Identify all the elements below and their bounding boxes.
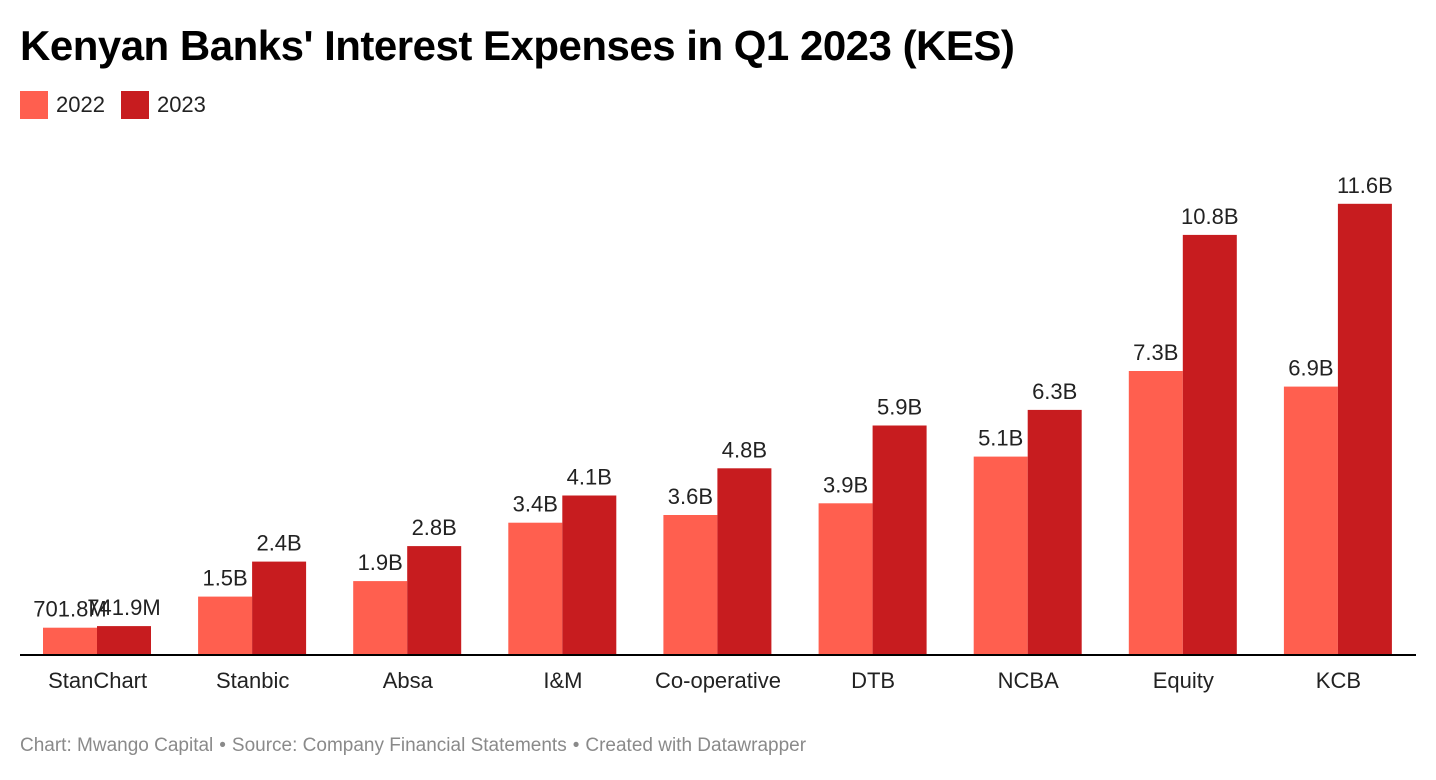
data-label-2022-co-operative: 3.6B	[668, 484, 713, 509]
bar-2022-stanchart	[43, 627, 97, 655]
data-label-2023-stanbic: 2.4B	[256, 531, 301, 556]
bar-2022-i-m	[508, 522, 563, 655]
bar-2023-i-m	[562, 495, 617, 655]
data-label-2023-stanchart: 741.9M	[87, 595, 160, 620]
footer-separator: •	[219, 735, 226, 756]
data-label-2023-equity: 10.8B	[1181, 204, 1239, 229]
x-tick-label: Stanbic	[216, 668, 289, 693]
data-label-2022-equity: 7.3B	[1133, 340, 1178, 365]
x-tick-label: NCBA	[998, 668, 1059, 693]
data-label-2023-ncba: 6.3B	[1032, 379, 1077, 404]
footer-created: Created with Datawrapper	[585, 735, 807, 756]
data-label-2023-dtb: 5.9B	[877, 395, 922, 420]
data-label-2023-kcb: 11.6B	[1337, 173, 1393, 198]
bar-2023-kcb	[1337, 203, 1392, 656]
bar-2023-stanchart	[97, 626, 151, 655]
bar-2022-equity	[1128, 371, 1183, 655]
data-label-2022-absa: 1.9B	[358, 550, 403, 575]
data-label-2022-dtb: 3.9B	[823, 472, 868, 497]
bar-2022-dtb	[818, 503, 873, 655]
data-label-2023-i-m: 4.1B	[567, 465, 612, 490]
data-label-2022-i-m: 3.4B	[513, 492, 558, 517]
bar-2023-co-operative	[717, 468, 772, 655]
bar-2022-absa	[353, 581, 408, 655]
data-label-2023-absa: 2.8B	[412, 515, 457, 540]
bar-2023-stanbic	[252, 561, 307, 655]
bar-2022-stanbic	[198, 596, 253, 655]
legend-label-2022: 2022	[56, 92, 105, 117]
x-tick-label: StanChart	[48, 668, 147, 693]
data-label-2022-stanchart: 701.8M	[33, 597, 106, 622]
x-tick-label: Equity	[1153, 668, 1214, 693]
bar-2023-absa	[407, 546, 462, 655]
bar-2022-kcb	[1283, 386, 1338, 655]
footer-chart-by: Chart: Mwango Capital	[20, 735, 214, 756]
chart-title: Kenyan Banks' Interest Expenses in Q1 20…	[20, 22, 1015, 69]
data-label-2022-stanbic: 1.5B	[202, 566, 247, 591]
legend-label-2023: 2023	[156, 92, 206, 117]
x-tick-label: I&M	[543, 668, 582, 693]
chart-legend: 2022 2023	[20, 91, 222, 119]
x-tick-label: KCB	[1316, 668, 1361, 693]
data-label-2022-ncba: 5.1B	[978, 426, 1023, 451]
legend-item-2023: 2023	[120, 91, 206, 119]
bar-2023-dtb	[872, 425, 927, 655]
bar-2023-ncba	[1027, 409, 1082, 655]
footer-source: Source: Company Financial Statements	[231, 735, 567, 756]
bar-2022-ncba	[973, 456, 1028, 655]
chart-footer: Chart: Mwango Capital • Source: Company Fi…	[20, 735, 806, 757]
bar-2023-equity	[1182, 234, 1237, 655]
x-tick-label: Co-operative	[655, 668, 781, 693]
legend-swatch-2023	[120, 91, 149, 119]
data-label-2022-kcb: 6.9B	[1288, 356, 1333, 381]
footer-separator: •	[572, 735, 580, 756]
x-tick-label: DTB	[851, 668, 895, 693]
bar-2022-co-operative	[663, 515, 718, 655]
data-label-2023-co-operative: 4.8B	[722, 437, 767, 462]
legend-swatch-2022	[20, 91, 48, 119]
x-tick-label: Absa	[383, 668, 434, 693]
legend-item-2022: 2022	[20, 91, 105, 119]
